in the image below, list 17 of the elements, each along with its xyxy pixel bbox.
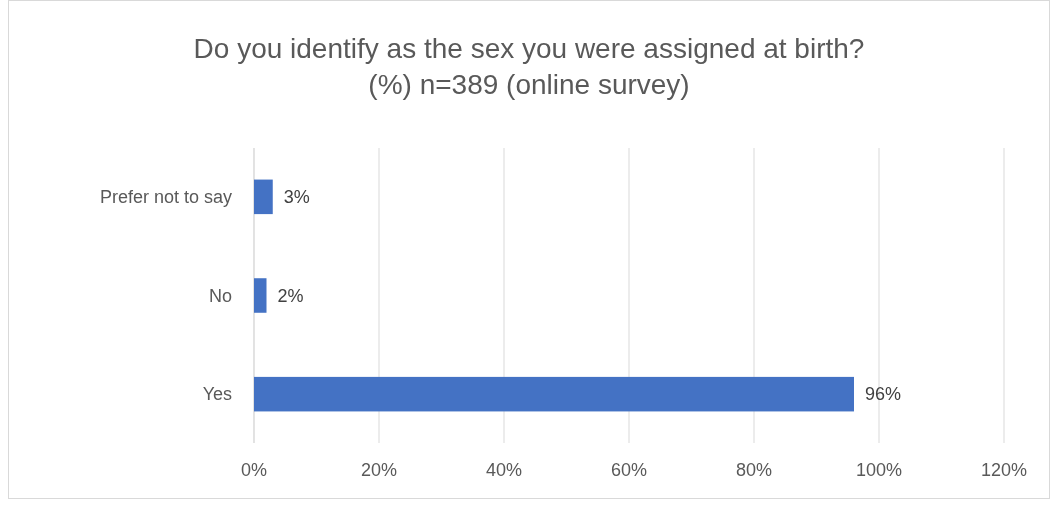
bar <box>254 376 854 412</box>
data-label: 3% <box>283 187 310 208</box>
x-tick-label: 80% <box>735 460 773 480</box>
x-tick-label: 60% <box>610 460 648 480</box>
data-label: 96% <box>865 384 902 405</box>
bar <box>254 278 267 313</box>
data-label: 2% <box>277 285 304 306</box>
x-tick-label: 100% <box>855 460 903 480</box>
x-tick-label: 0% <box>240 460 268 480</box>
y-tick-label: Prefer not to say <box>99 187 232 208</box>
x-tick-label: 120% <box>980 460 1028 480</box>
bar <box>254 179 273 215</box>
x-tick-label: 40% <box>485 460 523 480</box>
y-tick-label: Yes <box>202 384 232 405</box>
x-tick-label: 20% <box>360 460 398 480</box>
y-tick-label: No <box>208 285 232 306</box>
chart-title: Do you identify as the sex you were assigned at birth? (%) n=389 (online survey) <box>193 33 865 100</box>
